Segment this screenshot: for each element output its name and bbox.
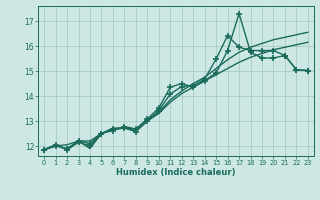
X-axis label: Humidex (Indice chaleur): Humidex (Indice chaleur) xyxy=(116,168,236,177)
